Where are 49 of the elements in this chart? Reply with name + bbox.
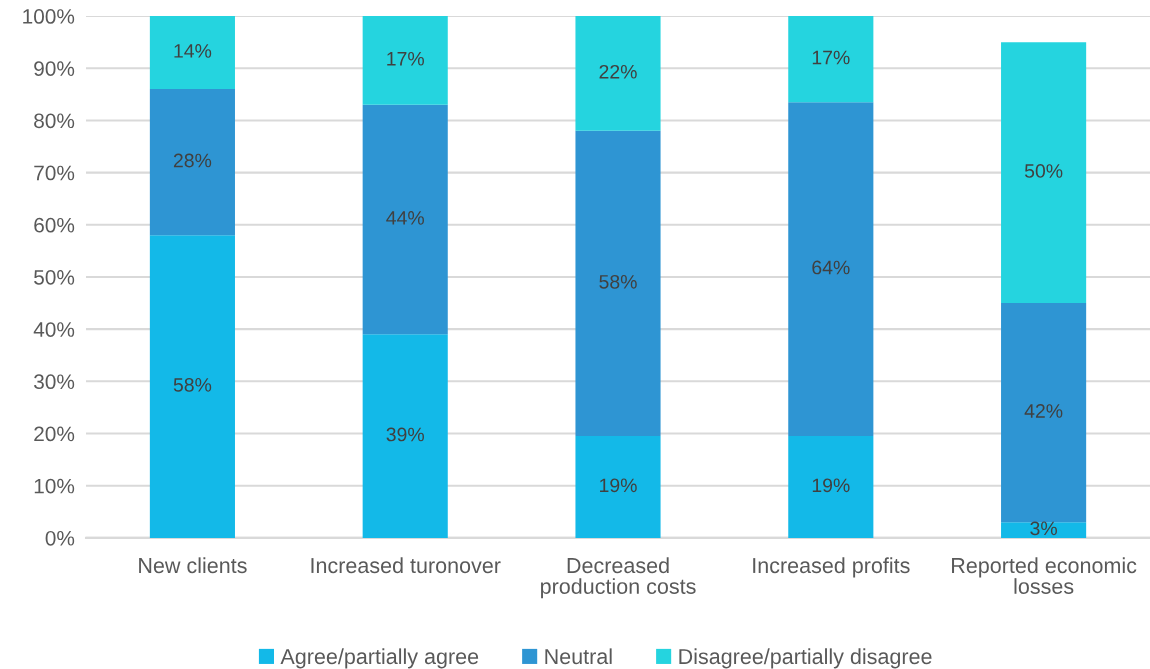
data-label: 19% <box>812 478 850 493</box>
data-label: 58% <box>599 274 637 289</box>
y-tick-label: 40% <box>33 322 75 337</box>
data-label: 39% <box>386 427 424 442</box>
y-tick-label: 90% <box>34 61 75 76</box>
y-tick-label: 100% <box>23 9 75 24</box>
bar <box>149 89 235 236</box>
x-tick-label: Decreased production costs <box>541 557 696 599</box>
bar <box>362 16 448 105</box>
bar <box>788 16 874 103</box>
y-tick-label: 80% <box>34 113 75 129</box>
bar <box>149 235 235 538</box>
bar <box>1001 42 1087 304</box>
bar <box>788 102 874 437</box>
data-label: 28% <box>173 153 212 168</box>
legend-label: Neutral <box>545 648 612 665</box>
y-tick-label: 10% <box>34 478 75 494</box>
data-label: 14% <box>174 44 212 58</box>
x-tick-label: New clients <box>139 557 247 574</box>
data-label: 58% <box>173 378 212 392</box>
data-label: 17% <box>812 50 850 65</box>
data-label: 22% <box>599 64 637 79</box>
y-tick-label: 50% <box>34 269 75 285</box>
x-tick-label: Increased turonover <box>311 557 501 574</box>
data-label: 44% <box>386 211 424 225</box>
bar <box>575 436 661 538</box>
x-tick-label: Reported economic losses <box>952 557 1137 594</box>
bar <box>149 16 235 90</box>
y-tick-label: 20% <box>34 426 75 442</box>
legend-label: Agree/partially agree <box>280 648 479 669</box>
legend-label: Disagree/partially disagree <box>679 648 932 669</box>
y-tick-label: 30% <box>34 374 75 390</box>
bar <box>575 130 661 437</box>
data-label: 64% <box>812 260 850 275</box>
data-label: 50% <box>1024 164 1063 178</box>
y-tick-label: 70% <box>34 165 75 181</box>
bar <box>362 334 448 538</box>
bar <box>362 104 448 335</box>
bar <box>575 16 661 131</box>
bar <box>1001 522 1087 538</box>
y-tick-label: 60% <box>34 217 75 233</box>
data-label: 42% <box>1024 404 1063 418</box>
bar <box>1001 303 1087 523</box>
y-tick-label: 0% <box>45 530 75 546</box>
data-label: 3% <box>1030 521 1057 536</box>
data-label: 17% <box>387 51 424 66</box>
bar <box>788 436 874 538</box>
data-label: 19% <box>600 478 637 493</box>
x-tick-label: Increased profits <box>753 557 910 578</box>
